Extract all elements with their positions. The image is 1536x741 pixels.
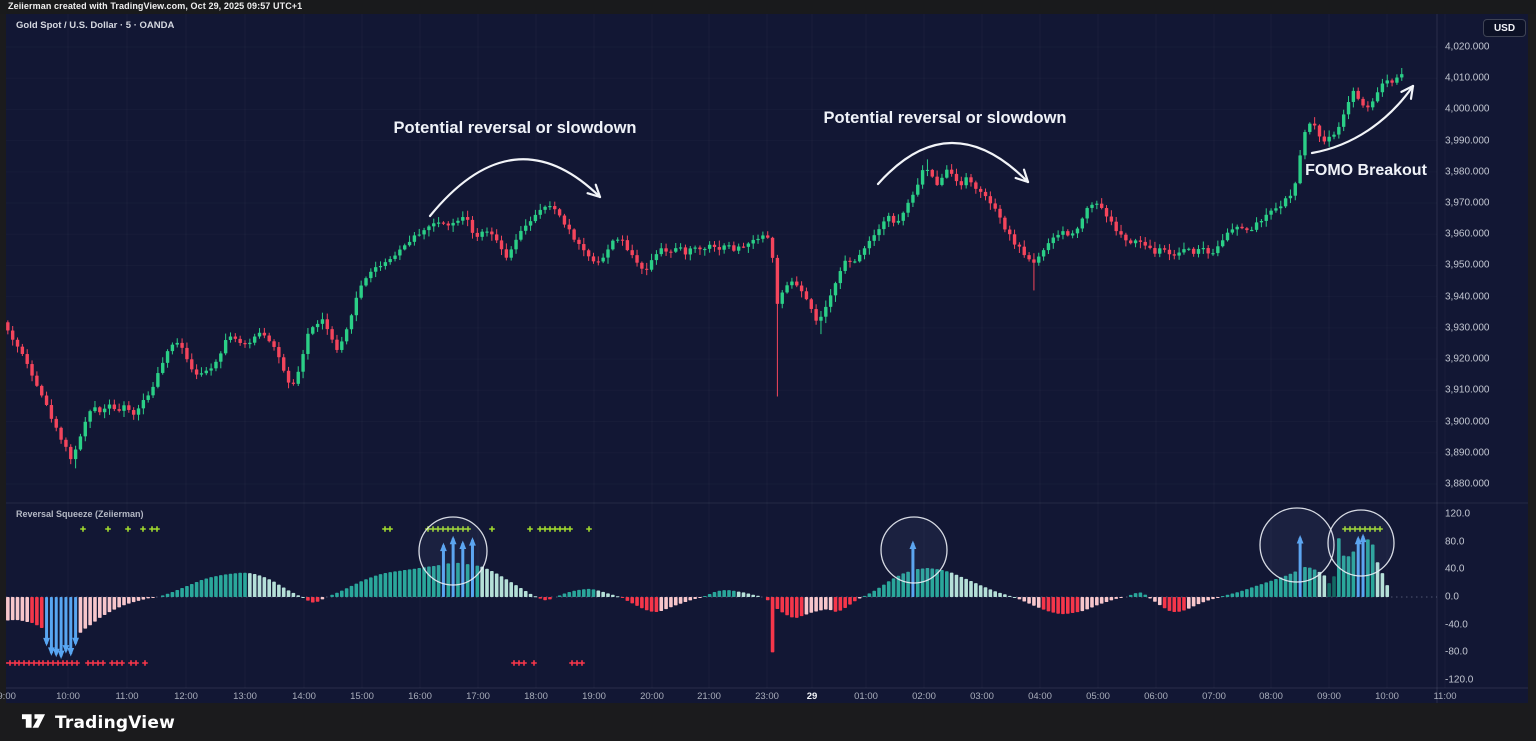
price-axis-label: 3,880.000 xyxy=(1445,478,1490,490)
attribution-text: Zeiierman created with TradingView.com, … xyxy=(8,1,303,11)
annotation-fomo-breakout[interactable]: FOMO Breakout xyxy=(1305,162,1427,179)
price-axis-label: 3,890.000 xyxy=(1445,447,1490,459)
time-axis-label: 23:00 xyxy=(755,691,779,702)
price-axis[interactable] xyxy=(1437,14,1528,688)
time-axis-label: 14:00 xyxy=(292,691,316,702)
price-axis-label: 3,910.000 xyxy=(1445,384,1490,396)
attribution-bar xyxy=(0,0,1536,14)
time-axis-label: 10:00 xyxy=(1375,691,1399,702)
symbol-title[interactable]: Gold Spot / U.S. Dollar · 5 · OANDA xyxy=(16,20,175,31)
currency-button[interactable]: USD xyxy=(1483,19,1526,37)
time-axis-label: 19:00 xyxy=(582,691,606,702)
time-axis-label: 02:00 xyxy=(912,691,936,702)
time-axis-label: 18:00 xyxy=(524,691,548,702)
indicator-axis-label: 0.0 xyxy=(1445,591,1459,603)
annotation-reversal-1[interactable]: Potential reversal or slowdown xyxy=(393,119,637,137)
time-axis-label: 09:00 xyxy=(1317,691,1341,702)
time-axis-label: 15:00 xyxy=(350,691,374,702)
time-axis-label: 05:00 xyxy=(1086,691,1110,702)
indicator-axis-label: -40.0 xyxy=(1445,619,1468,631)
time-axis-label: 06:00 xyxy=(1144,691,1168,702)
time-axis-label: 10:00 xyxy=(56,691,80,702)
indicator-title[interactable]: Reversal Squeeze (Zeiierman) xyxy=(16,509,144,519)
time-axis-label: 20:00 xyxy=(640,691,664,702)
price-axis-label: 4,010.000 xyxy=(1445,72,1490,84)
highlight-circles xyxy=(418,507,1395,586)
indicator-axis-label: 40.0 xyxy=(1445,563,1465,575)
squeeze-markers xyxy=(6,526,1383,666)
price-axis-label: 4,000.000 xyxy=(1445,103,1490,115)
bottom-brand-bar xyxy=(0,703,1536,741)
time-axis-label: 09:00 xyxy=(0,691,16,702)
time-axis-label: 21:00 xyxy=(697,691,721,702)
indicator-axis-label: -80.0 xyxy=(1445,646,1468,658)
indicator-axis-label: -120.0 xyxy=(1445,674,1474,686)
time-axis-label: 11:00 xyxy=(1433,691,1457,702)
time-axis-label: 16:00 xyxy=(408,691,432,702)
tradingview-wordmark: TradingView xyxy=(55,713,175,733)
annotation-reversal-2[interactable]: Potential reversal or slowdown xyxy=(823,109,1067,127)
time-axis-label: 01:00 xyxy=(854,691,878,702)
price-axis-label: 4,020.000 xyxy=(1445,41,1490,53)
price-axis-label: 3,950.000 xyxy=(1445,259,1490,271)
time-axis-label: 29 xyxy=(806,691,818,702)
time-axis-label: 17:00 xyxy=(466,691,490,702)
candlestick-series xyxy=(6,67,1404,469)
price-axis-label: 3,960.000 xyxy=(1445,228,1490,240)
time-axis-label: 08:00 xyxy=(1259,691,1283,702)
time-axis-label: 07:00 xyxy=(1202,691,1226,702)
indicator-axis-label: 120.0 xyxy=(1445,508,1471,520)
pane-borders xyxy=(6,14,1528,703)
indicator-axis-label: 80.0 xyxy=(1445,536,1465,548)
price-axis-label: 3,990.000 xyxy=(1445,135,1490,147)
time-axis-label: 03:00 xyxy=(970,691,994,702)
time-axis-label: 04:00 xyxy=(1028,691,1052,702)
time-axis-label: 12:00 xyxy=(174,691,198,702)
price-axis-label: 3,930.000 xyxy=(1445,322,1490,334)
time-axis-label: 11:00 xyxy=(115,691,139,702)
price-axis-label: 3,900.000 xyxy=(1445,416,1490,428)
price-axis-label: 3,940.000 xyxy=(1445,291,1490,303)
chart-canvas xyxy=(6,14,1528,703)
tradingview-logo-icon xyxy=(21,710,46,737)
annotation-arrows xyxy=(428,84,1415,218)
price-axis-label: 3,920.000 xyxy=(1445,353,1490,365)
reversal-squeeze-histogram xyxy=(6,533,1390,660)
price-axis-label: 3,970.000 xyxy=(1445,197,1490,209)
price-axis-label: 3,980.000 xyxy=(1445,166,1490,178)
tradingview-brand-link[interactable]: TradingView xyxy=(21,710,175,736)
chart-panel xyxy=(6,14,1528,703)
time-axis-label: 13:00 xyxy=(233,691,257,702)
